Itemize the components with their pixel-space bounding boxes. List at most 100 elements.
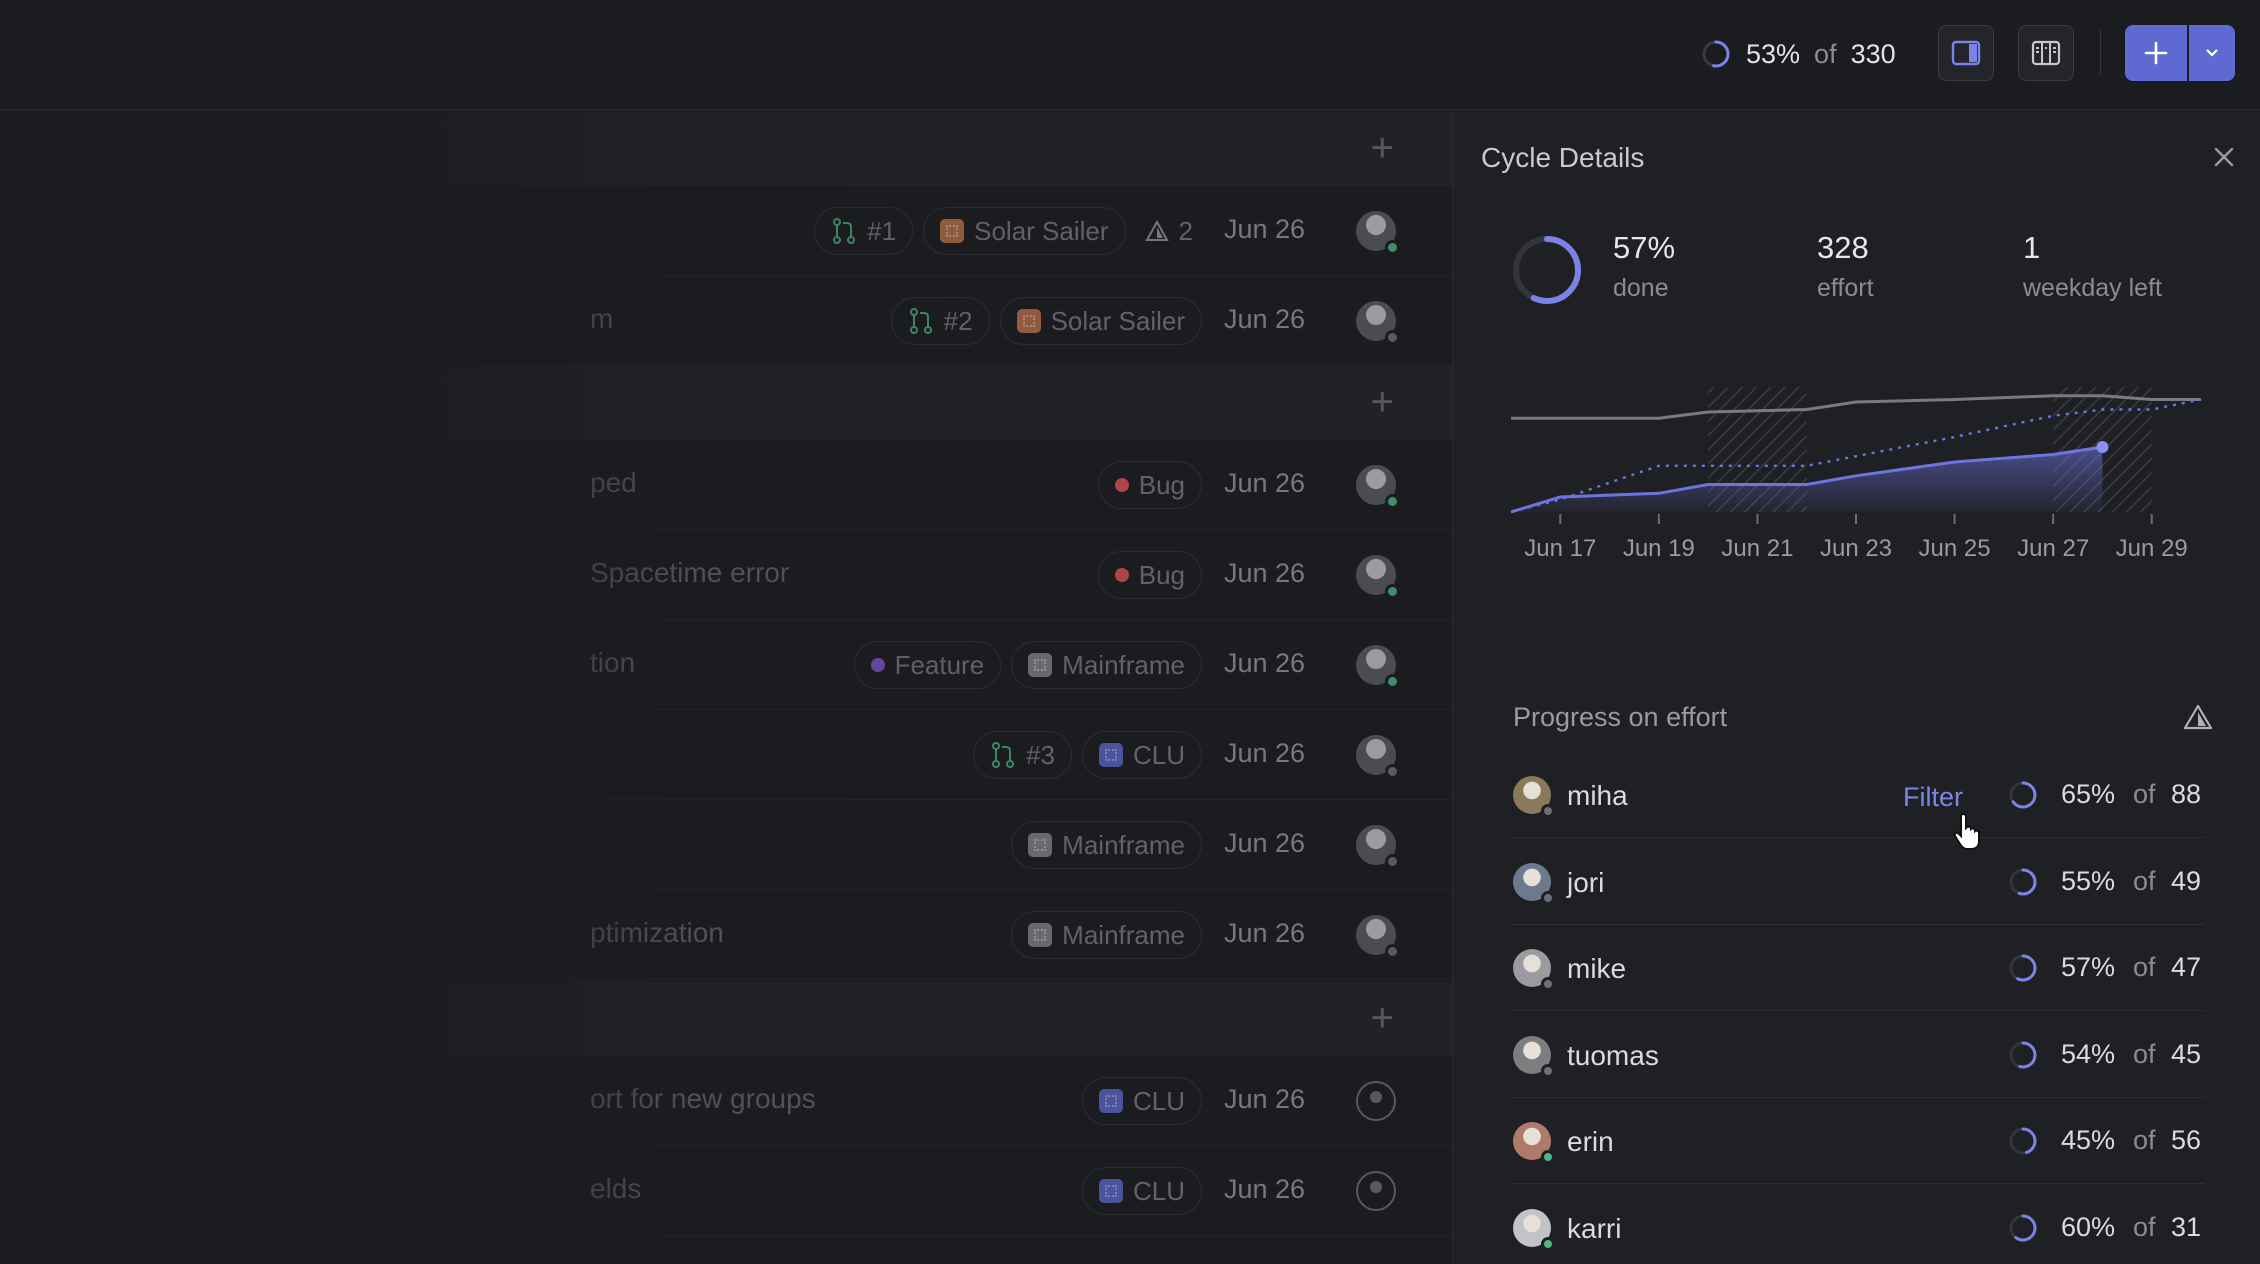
chip-label: #3 — [1026, 739, 1055, 770]
presence-status-icon — [1385, 764, 1400, 779]
pull-request-icon — [833, 218, 856, 244]
project-chip[interactable]: CLU — [1081, 1167, 1202, 1215]
member-percent: 57% — [2061, 952, 2116, 982]
pull-request-chip[interactable]: #3 — [973, 731, 1072, 779]
issue-chips: Bug — [1097, 461, 1202, 509]
chip-label: 2 — [1178, 215, 1193, 246]
chip-label: CLU — [1132, 1085, 1185, 1116]
presence-status-icon — [1541, 804, 1555, 818]
board-columns-icon — [2031, 40, 2061, 66]
issue-row[interactable]: m #2 Solar Sailer Jun 26 — [0, 276, 1452, 366]
issue-title: ped — [590, 467, 637, 498]
chip-label: #1 — [867, 215, 897, 246]
label-chip[interactable]: Bug — [1097, 551, 1202, 599]
unassigned-avatar-icon[interactable] — [1356, 1081, 1396, 1121]
x-tick-label: Jun 23 — [1820, 535, 1892, 562]
due-date: Jun 26 — [1224, 1084, 1306, 1114]
project-chip[interactable]: Mainframe — [1011, 821, 1202, 869]
presence-status-icon — [1541, 1236, 1555, 1251]
issue-row[interactable]: ptimization Mainframe Jun 26 — [0, 890, 1452, 980]
member-progress-row[interactable]: karri 60% of 31 — [1513, 1185, 2205, 1264]
issue-row[interactable]: elds CLU Jun 26 — [0, 1146, 1452, 1236]
member-avatar — [1513, 862, 1555, 905]
progress-ring-icon — [1702, 40, 1730, 68]
add-options-dropdown-button[interactable] — [2189, 25, 2235, 81]
chip-label: Mainframe — [1062, 649, 1185, 680]
label-chip[interactable]: Bug — [1097, 461, 1202, 509]
assignee-avatar[interactable] — [1356, 825, 1400, 869]
add-to-group-icon[interactable]: + — [1370, 380, 1394, 424]
assignee-avatar[interactable] — [1356, 465, 1400, 509]
member-progress-row[interactable]: erin 45% of 56 — [1513, 1098, 2205, 1184]
add-to-group-icon[interactable]: + — [1370, 996, 1394, 1040]
warning-count[interactable]: 2 — [1136, 207, 1202, 255]
presence-status-icon — [1385, 240, 1400, 255]
close-icon[interactable] — [2207, 140, 2241, 174]
issue-title: ort for new groups — [590, 1083, 816, 1114]
section-title: Progress on effort — [1513, 702, 1728, 732]
project-icon — [940, 219, 965, 243]
label-dot-icon — [870, 658, 885, 672]
assignee-avatar[interactable] — [1356, 301, 1400, 345]
project-chip[interactable]: Mainframe — [1011, 911, 1202, 959]
filter-button[interactable]: Filter — [1903, 782, 1963, 812]
member-avatar — [1513, 1122, 1555, 1164]
issue-chips: Feature Mainframe — [853, 641, 1202, 689]
issue-row[interactable]: #3 CLU Jun 26 — [0, 710, 1452, 800]
member-total: 31 — [2171, 1211, 2202, 1242]
member-progress-row[interactable]: miha Filter 65% of 88 — [1513, 752, 2205, 838]
unassigned-avatar-icon[interactable] — [1356, 1171, 1396, 1211]
assignee-avatar[interactable] — [1356, 915, 1400, 959]
project-chip[interactable]: CLU — [1081, 1077, 1202, 1125]
issue-title: elds — [590, 1173, 642, 1204]
issue-row[interactable]: ped Bug Jun 26 — [0, 440, 1452, 530]
add-to-group-icon[interactable]: + — [1370, 126, 1394, 170]
pull-request-chip[interactable]: #2 — [890, 297, 990, 345]
add-issue-button[interactable] — [2125, 25, 2187, 81]
member-progress-row[interactable]: mike 57% of 47 — [1513, 925, 2205, 1011]
issue-row[interactable]: #1 Solar Sailer 2 Jun 26 — [0, 186, 1452, 276]
member-progress-row[interactable]: jori 55% of 49 — [1513, 839, 2205, 925]
issue-row[interactable]: tion Feature Mainframe Jun 26 — [0, 620, 1452, 710]
assignee-avatar[interactable] — [1356, 555, 1400, 599]
pull-request-chip[interactable]: #1 — [814, 207, 914, 255]
issue-list: + + + #1 Solar Sailer 2 Jun 26 m #2 Solar Sail… — [0, 112, 1452, 1264]
label-chip[interactable]: Feature — [853, 641, 1002, 689]
board-view-button[interactable] — [2018, 25, 2074, 81]
issue-row[interactable]: Mainframe Jun 26 — [0, 800, 1452, 890]
warning-icon — [2183, 704, 2213, 730]
days-left-stat: 1 weekday left — [2023, 230, 2162, 303]
due-date: Jun 26 — [1224, 918, 1306, 948]
project-chip[interactable]: Solar Sailer — [999, 297, 1202, 345]
member-progress-row[interactable]: tuomas 54% of 45 — [1513, 1012, 2205, 1098]
x-tick-label: Jun 29 — [2116, 535, 2188, 562]
project-chip[interactable]: CLU — [1081, 731, 1202, 779]
issue-chips: Mainframe — [1011, 821, 1202, 869]
project-chip[interactable]: Solar Sailer — [923, 207, 1126, 255]
toolbar-divider — [2100, 30, 2101, 76]
member-progress-ring — [2009, 868, 2037, 895]
progress-of: of — [1814, 38, 1837, 69]
presence-status-icon — [1385, 944, 1400, 959]
pull-request-icon — [909, 308, 932, 334]
toggle-details-panel-button[interactable] — [1938, 25, 1994, 81]
assignee-avatar[interactable] — [1356, 645, 1400, 689]
completed-line — [1511, 445, 2103, 514]
member-percent: 60% — [2061, 1211, 2116, 1242]
member-progress-ring — [2009, 781, 2037, 809]
project-icon — [1028, 653, 1053, 677]
project-chip[interactable]: Mainframe — [1011, 641, 1202, 689]
assignee-avatar[interactable] — [1356, 735, 1400, 779]
presence-status-icon — [1541, 977, 1555, 991]
issue-row[interactable]: ort for new groups CLU Jun 26 — [0, 1056, 1452, 1146]
assignee-avatar[interactable] — [1356, 211, 1400, 255]
presence-status-icon — [1541, 1063, 1555, 1078]
cycle-progress[interactable]: 53% of 330 — [1700, 34, 1896, 74]
issue-row[interactable]: Spacetime error Bug Jun 26 — [0, 530, 1452, 620]
member-total: 49 — [2171, 865, 2202, 896]
member-progress-ring — [2009, 1041, 2037, 1068]
top-toolbar: 53% of 330 — [0, 0, 2260, 110]
member-of: of — [2133, 952, 2156, 982]
done-progress-ring — [1513, 236, 1581, 304]
due-date: Jun 26 — [1224, 468, 1306, 498]
